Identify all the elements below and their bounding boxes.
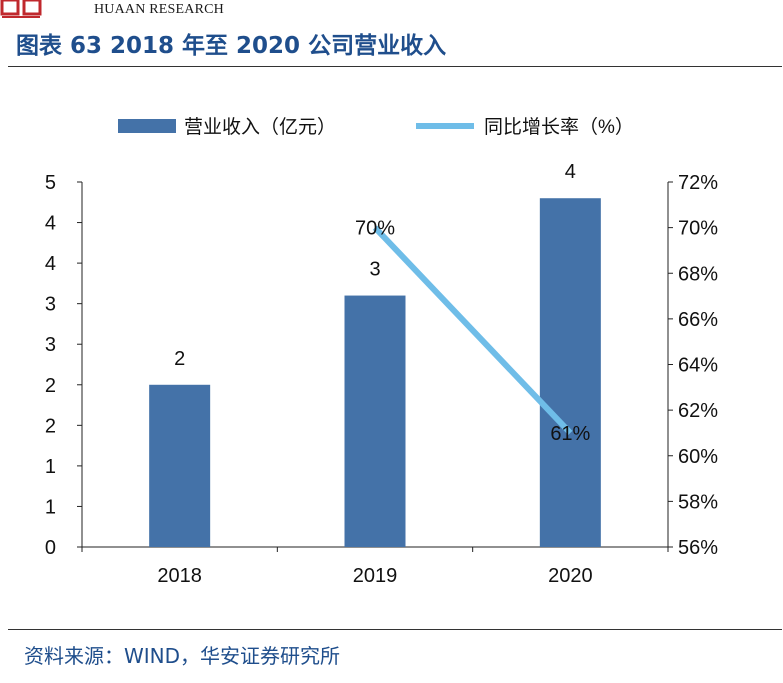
x-axis: 2018 2019 2020: [81, 546, 669, 587]
left-tick-label: 2: [45, 375, 56, 397]
left-tick-label: 1: [45, 456, 56, 478]
growth-line-path: [372, 225, 573, 436]
right-tick-label: 62%: [678, 400, 718, 422]
right-tick-label: 70%: [678, 218, 718, 240]
growth-point-label: 70%: [355, 218, 395, 240]
right-axis: 56% 58% 60% 62% 64% 66% 68% 70% 72%: [667, 172, 718, 559]
bottom-divider: [8, 629, 782, 630]
revenue-bar-label: 2: [174, 348, 185, 370]
left-tick-label: 3: [45, 334, 56, 356]
revenue-bar-label: 4: [565, 161, 576, 183]
source-note: 资料来源：WIND，华安证券研究所: [24, 644, 341, 668]
right-tick-label: 56%: [678, 537, 718, 559]
left-tick-label: 5: [45, 172, 56, 194]
revenue-bars: 2 3 4: [149, 161, 601, 547]
right-tick-label: 64%: [678, 355, 718, 377]
legend-label-growth: 同比增长率（%）: [484, 116, 634, 138]
huaan-logo: [0, 0, 42, 18]
left-tick-label: 4: [45, 213, 56, 235]
x-tick-label: 2018: [157, 565, 202, 587]
right-tick-label: 68%: [678, 263, 718, 285]
legend-label-revenue: 营业收入（亿元）: [184, 116, 336, 138]
revenue-bar-label: 3: [369, 259, 380, 281]
left-tick-label: 1: [45, 496, 56, 518]
right-tick-label: 60%: [678, 446, 718, 468]
right-tick-label: 66%: [678, 309, 718, 331]
top-divider: [8, 66, 782, 67]
x-tick-label: 2020: [548, 565, 593, 587]
x-tick-label: 2019: [353, 565, 398, 587]
revenue-bar: [344, 295, 406, 547]
chart-title: 图表 63 2018 年至 2020 公司营业收入: [16, 33, 447, 59]
legend-swatch-revenue: [118, 119, 176, 133]
right-tick-label: 72%: [678, 172, 718, 194]
growth-line: 70% 61%: [355, 218, 591, 445]
left-tick-label: 4: [45, 253, 56, 275]
revenue-bar: [539, 198, 601, 547]
right-tick-label: 58%: [678, 491, 718, 513]
left-tick-label: 2: [45, 415, 56, 437]
left-tick-label: 0: [45, 537, 56, 559]
left-tick-label: 3: [45, 294, 56, 316]
brand-name: HUAAN RESEARCH: [94, 2, 224, 17]
left-axis: 0 1 1 2 2 3 3 4 4 5: [45, 172, 83, 559]
legend: 营业收入（亿元） 同比增长率（%）: [118, 116, 634, 138]
revenue-bar: [149, 384, 211, 547]
growth-point-label: 61%: [550, 423, 590, 445]
